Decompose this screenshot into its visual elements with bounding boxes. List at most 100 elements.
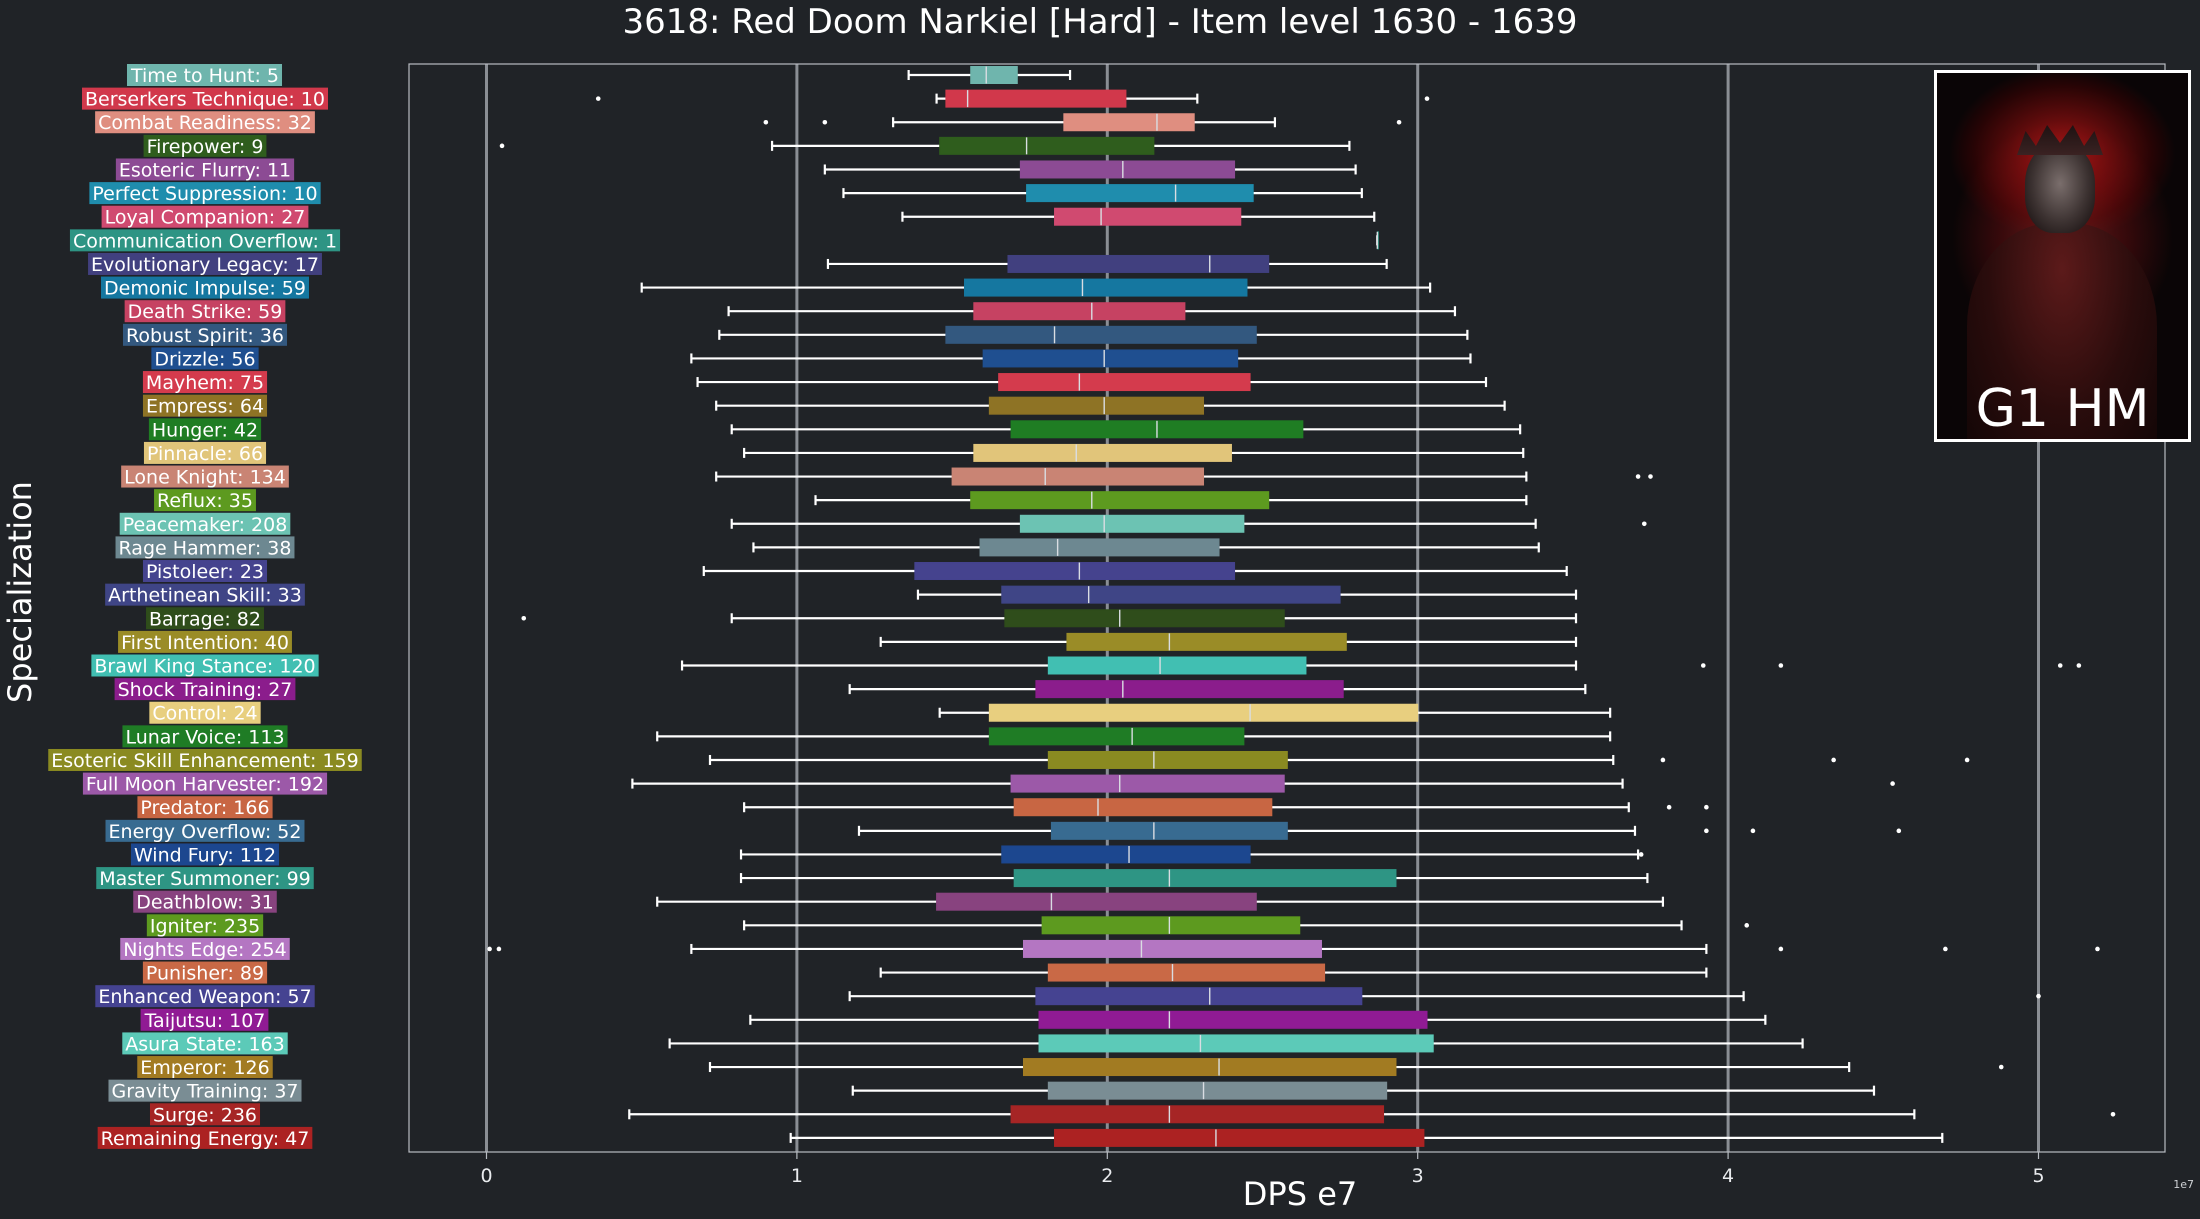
category-label-background <box>149 701 261 724</box>
category-label-background <box>140 1008 269 1031</box>
category-label: Lunar Voice: 113 <box>122 725 288 748</box>
category-label: Esoteric Skill Enhancement: 159 <box>48 748 362 772</box>
box <box>1026 184 1254 203</box>
category-label: Emperor: 126 <box>137 1056 273 1079</box>
box-row <box>789 1128 1944 1147</box>
box-row <box>727 302 1457 321</box>
outlier-point <box>1704 828 1709 834</box>
category-label: Firepower: 9 <box>143 134 267 158</box>
category-label: Taijutsu: 107 <box>140 1008 269 1032</box>
category-label: Death Strike: 59 <box>124 300 286 323</box>
box-row <box>879 963 1708 982</box>
box <box>988 727 1245 746</box>
category-label-background <box>82 87 328 110</box>
category-label-text: Perfect Suppression: 10 <box>92 183 317 205</box>
x-axis-label: DPS e7 <box>1242 1175 1358 1213</box>
outlier-point <box>1778 663 1784 668</box>
category-label: Empress: 64 <box>142 394 268 418</box>
box-row <box>631 774 1895 793</box>
category-label: Enhanced Weapon: 57 <box>95 985 315 1008</box>
category-label: Evolutionary Legacy: 17 <box>88 252 322 276</box>
box-row <box>718 325 1469 344</box>
box <box>945 325 1257 344</box>
outlier-point <box>496 946 502 952</box>
category-label-text: Communication Overflow: 1 <box>73 230 337 252</box>
category-label: Asura State: 163 <box>122 1032 288 1055</box>
category-label-background <box>154 489 256 512</box>
box-row <box>857 821 1902 840</box>
outlier-point <box>1660 757 1666 763</box>
box-row <box>907 66 1072 84</box>
box <box>1038 1010 1428 1029</box>
box <box>970 66 1018 84</box>
category-label-text: Wind Fury: 112 <box>134 844 276 866</box>
category-label-text: Peacemaker: 208 <box>123 514 288 536</box>
category-label-text: Shock Training: 27 <box>118 679 293 701</box>
category-label-text: Lone Knight: 134 <box>124 467 286 489</box>
category-label-background <box>149 1103 261 1126</box>
category-label-background <box>108 1079 302 1102</box>
category-label-text: Drizzle: 56 <box>154 348 255 370</box>
box-row <box>743 798 1709 817</box>
box <box>1047 656 1307 675</box>
category-label-text: Berserkers Technique: 10 <box>85 89 325 111</box>
box-row <box>823 160 1357 179</box>
category-label: Barrage: 82 <box>146 607 264 630</box>
box-row <box>938 703 1612 722</box>
outlier-point <box>2057 663 2063 668</box>
category-label-text: Time to Hunt: 5 <box>130 65 279 87</box>
category-label-background <box>130 843 280 866</box>
y-axis-label: Specialization <box>1 481 39 703</box>
box <box>1066 632 1347 651</box>
category-label: Pinnacle: 66 <box>143 441 267 465</box>
category-label-background <box>96 867 314 890</box>
category-label: Pistoleer: 23 <box>142 560 268 583</box>
category-label-text: Combat Readiness: 32 <box>98 112 312 134</box>
box <box>1007 254 1270 273</box>
box <box>1047 750 1288 769</box>
category-label-background <box>118 630 292 653</box>
category-label: Arthetinean Skill: 33 <box>105 583 305 607</box>
category-label-background <box>114 678 296 701</box>
outlier-point <box>595 96 601 101</box>
category-label-text: Igniter: 235 <box>150 915 260 937</box>
box-row <box>628 1105 2116 1124</box>
box <box>1001 585 1341 604</box>
outlier-point <box>1666 804 1672 810</box>
category-label-background <box>142 394 268 417</box>
category-label-background <box>122 1032 288 1055</box>
category-label-background <box>122 725 288 748</box>
box-row <box>826 254 1388 273</box>
category-label: Igniter: 235 <box>146 914 264 937</box>
box-row <box>743 916 1750 935</box>
box-row <box>848 680 1587 699</box>
box-row <box>668 1034 1804 1053</box>
category-label-background <box>137 1056 273 1079</box>
category-label-background <box>91 654 319 677</box>
category-label: Gravity Training: 37 <box>108 1079 302 1103</box>
category-label: Mayhem: 75 <box>142 371 268 394</box>
category-label: Demonic Impulse: 59 <box>101 276 309 300</box>
category-label-background <box>143 441 267 464</box>
box-row <box>499 136 1351 155</box>
category-label-background <box>146 607 264 630</box>
box-row <box>901 207 1376 226</box>
category-label-text: Empress: 64 <box>146 396 264 418</box>
box <box>1022 939 1322 958</box>
category-label-text: Nights Edge: 254 <box>123 939 287 961</box>
category-label-background <box>142 371 268 394</box>
category-label: Shock Training: 27 <box>114 678 296 701</box>
outlier-point <box>1750 828 1756 834</box>
category-label-text: Deathblow: 31 <box>136 892 274 914</box>
outlier-point <box>2036 993 2041 999</box>
category-label-background <box>146 914 264 937</box>
category-label-background <box>142 961 268 984</box>
box-row <box>690 349 1472 368</box>
category-label-background <box>105 819 305 842</box>
category-label-text: Taijutsu: 107 <box>144 1010 266 1032</box>
category-label-text: Reflux: 35 <box>157 490 253 512</box>
inset-caption: G1 HM <box>1975 379 2150 439</box>
box <box>1041 916 1301 935</box>
category-label-text: Master Summoner: 99 <box>99 868 311 890</box>
